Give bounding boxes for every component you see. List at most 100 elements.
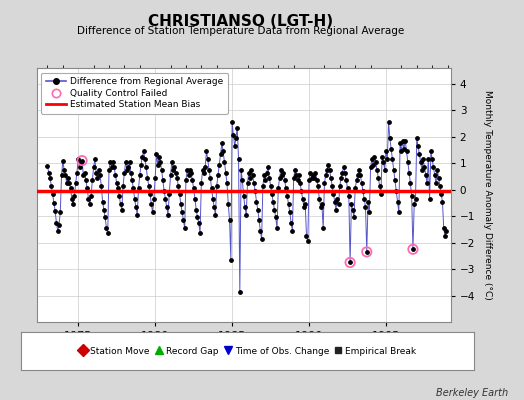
Point <box>380 167 389 173</box>
Point <box>176 190 184 197</box>
Point <box>369 161 377 168</box>
Point <box>333 196 342 202</box>
Point <box>343 185 352 192</box>
Point <box>224 201 233 208</box>
Point <box>215 161 224 168</box>
Point <box>386 135 394 141</box>
Point <box>241 204 249 210</box>
Point <box>159 177 167 184</box>
Point <box>61 172 70 178</box>
Point <box>53 228 62 234</box>
Point <box>391 177 399 184</box>
Point <box>165 190 173 197</box>
Point <box>420 164 429 170</box>
Text: Berkeley Earth: Berkeley Earth <box>436 388 508 398</box>
Point <box>266 182 275 189</box>
Point <box>378 154 386 160</box>
Point <box>104 230 112 236</box>
Point <box>293 177 302 184</box>
Point <box>180 225 189 231</box>
Point <box>334 201 343 208</box>
Point <box>139 148 148 154</box>
Point <box>48 190 57 197</box>
Point <box>152 151 161 157</box>
Point <box>69 201 78 208</box>
Point <box>387 146 395 152</box>
Point <box>51 208 59 214</box>
Point <box>274 185 282 192</box>
Point <box>379 159 388 165</box>
Point <box>173 175 181 181</box>
Point <box>243 180 252 186</box>
Point <box>248 172 257 178</box>
Point <box>174 182 182 189</box>
Point <box>397 148 406 154</box>
Point <box>435 182 444 189</box>
Point <box>90 164 98 170</box>
Point <box>268 190 276 197</box>
Point <box>160 188 168 194</box>
Point <box>289 175 298 181</box>
Point <box>341 169 349 176</box>
Point <box>314 182 322 189</box>
Point <box>315 196 323 202</box>
Point <box>188 177 196 184</box>
Point <box>182 177 190 184</box>
Point <box>392 188 400 194</box>
Point <box>64 175 72 181</box>
Point <box>113 180 121 186</box>
Point <box>269 198 277 205</box>
Point <box>184 172 193 178</box>
Point <box>440 225 448 231</box>
Point <box>202 148 211 154</box>
Point <box>185 167 194 173</box>
Point <box>193 214 202 221</box>
Point <box>322 172 330 178</box>
Point <box>354 172 362 178</box>
Point <box>129 185 138 192</box>
Point <box>187 169 195 176</box>
Point <box>415 151 423 157</box>
Point <box>278 172 286 178</box>
Point <box>97 182 105 189</box>
Point <box>136 172 144 178</box>
Point <box>264 164 272 170</box>
Point <box>409 246 417 252</box>
Point <box>373 167 381 173</box>
Point <box>259 182 267 189</box>
Point <box>362 204 370 210</box>
Point <box>233 124 242 131</box>
Point <box>350 214 358 221</box>
Point <box>229 132 237 139</box>
Point <box>429 164 438 170</box>
Point <box>62 180 71 186</box>
Point <box>192 206 200 213</box>
Point <box>411 196 420 202</box>
Point <box>110 164 118 170</box>
Point <box>273 225 281 231</box>
Point <box>388 156 397 162</box>
Point <box>219 148 227 154</box>
Point <box>84 196 93 202</box>
Point <box>213 182 221 189</box>
Point <box>351 185 359 192</box>
Point <box>257 236 266 242</box>
Point <box>60 167 68 173</box>
Point <box>398 138 407 144</box>
Point <box>178 209 187 215</box>
Point <box>114 185 122 192</box>
Point <box>101 214 110 221</box>
Point <box>209 196 217 202</box>
Point <box>261 177 270 184</box>
Point <box>154 161 162 168</box>
Point <box>100 206 108 213</box>
Point <box>296 180 304 186</box>
Point <box>277 167 285 173</box>
Point <box>232 135 240 141</box>
Point <box>234 156 243 162</box>
Point <box>385 119 393 126</box>
Point <box>74 156 82 162</box>
Point <box>263 169 271 176</box>
Point <box>70 193 79 200</box>
Point <box>338 169 346 176</box>
